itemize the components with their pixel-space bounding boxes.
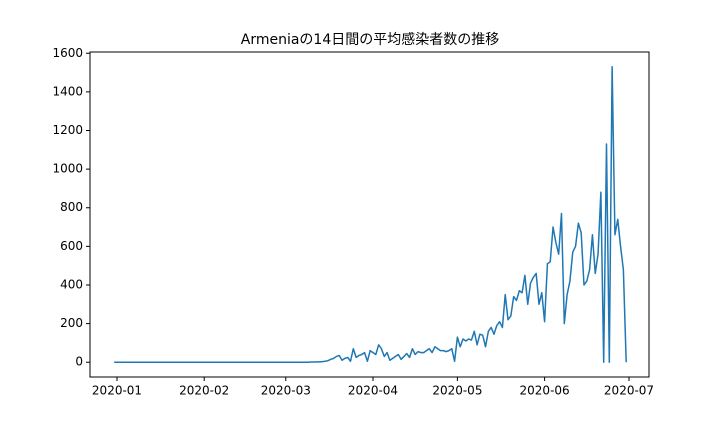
y-tick-label: 0 (75, 355, 83, 369)
x-tick-label: 2020-03 (261, 384, 311, 398)
x-tick-label: 2020-02 (179, 384, 229, 398)
data-line (114, 66, 627, 363)
y-tick-label: 1000 (52, 162, 83, 176)
plot-frame (89, 51, 650, 378)
x-tick-label: 2020-01 (92, 384, 142, 398)
y-tick-label: 800 (60, 200, 83, 214)
x-tick-label: 2020-06 (520, 384, 570, 398)
y-tick-label: 400 (60, 277, 83, 291)
chart-title: Armeniaの14日間の平均感染者数の推移 (241, 31, 500, 48)
y-tick-label: 1400 (52, 84, 83, 98)
x-tick-label: 2020-04 (348, 384, 398, 398)
y-tick-label: 200 (60, 316, 83, 330)
x-tick-label: 2020-07 (604, 384, 654, 398)
y-tick-label: 1600 (52, 46, 83, 60)
y-tick-label: 600 (60, 239, 83, 253)
x-tick-label: 2020-05 (432, 384, 482, 398)
y-tick-label: 1200 (52, 123, 83, 137)
